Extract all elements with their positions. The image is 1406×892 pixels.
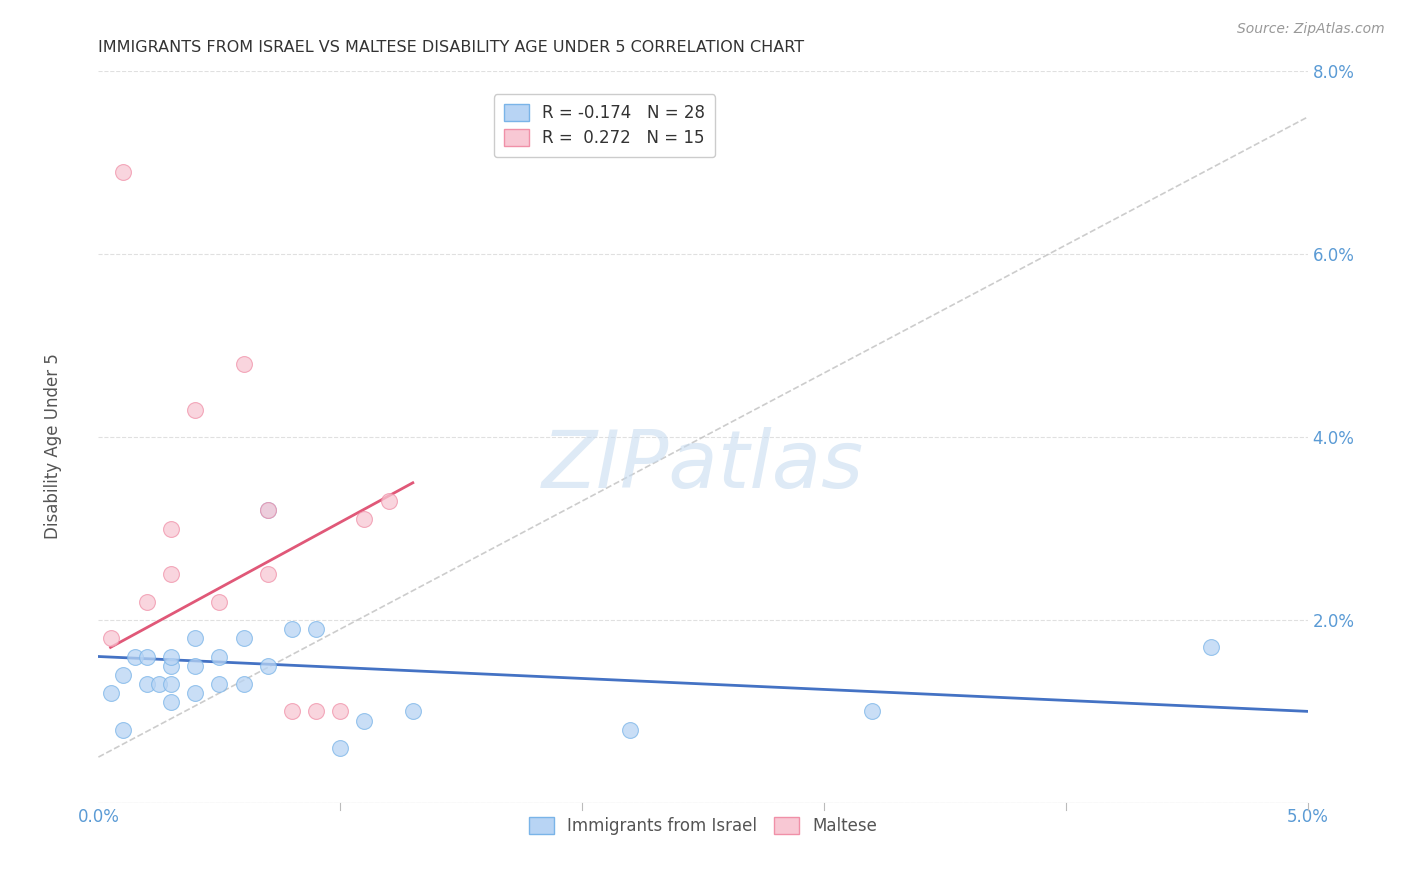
Point (232, 632, 254, 646)
Point (148, 677, 170, 691)
Point (184, 658, 207, 673)
Text: IMMIGRANTS FROM ISRAEL VS MALTESE DISABILITY AGE UNDER 5 CORRELATION CHART: IMMIGRANTS FROM ISRAEL VS MALTESE DISABI… (98, 40, 804, 55)
Point (184, 686, 207, 700)
Point (281, 622, 304, 636)
Point (256, 503, 278, 517)
Point (329, 705, 352, 719)
Point (208, 649, 231, 664)
Point (135, 677, 157, 691)
Point (111, 723, 134, 737)
Point (160, 521, 183, 535)
Point (281, 705, 304, 719)
Point (353, 714, 375, 728)
Point (305, 622, 328, 636)
Point (160, 695, 183, 709)
Point (184, 402, 207, 417)
Point (329, 740, 352, 755)
Point (111, 165, 134, 179)
Point (100, 686, 122, 700)
Text: ZIPatlas: ZIPatlas (541, 427, 865, 506)
Point (135, 595, 157, 609)
Point (256, 658, 278, 673)
Point (160, 649, 183, 664)
Point (208, 595, 231, 609)
Point (135, 649, 157, 664)
Point (184, 632, 207, 646)
Text: Source: ZipAtlas.com: Source: ZipAtlas.com (1237, 22, 1385, 37)
Point (402, 705, 425, 719)
Point (305, 705, 328, 719)
Text: Disability Age Under 5: Disability Age Under 5 (45, 353, 62, 539)
Point (232, 677, 254, 691)
Point (256, 503, 278, 517)
Point (619, 723, 641, 737)
Point (1199, 640, 1222, 655)
Point (111, 667, 134, 681)
Point (160, 658, 183, 673)
Point (232, 357, 254, 371)
Point (208, 677, 231, 691)
Point (353, 512, 375, 526)
Point (160, 567, 183, 582)
Point (377, 494, 399, 508)
Point (160, 677, 183, 691)
Point (100, 632, 122, 646)
Legend: Immigrants from Israel, Maltese: Immigrants from Israel, Maltese (522, 811, 884, 842)
Point (256, 567, 278, 582)
Point (124, 649, 146, 664)
Point (860, 705, 883, 719)
